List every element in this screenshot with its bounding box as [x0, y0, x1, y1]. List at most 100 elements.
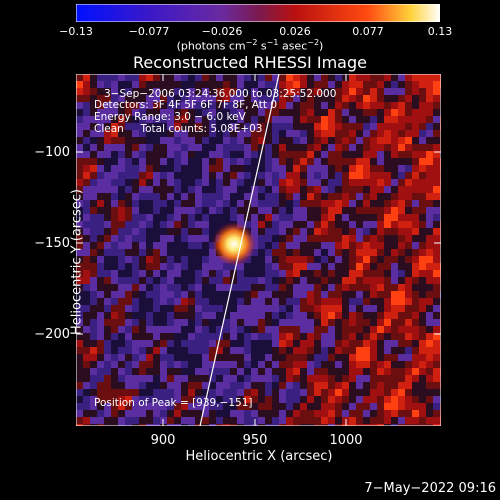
heatmap-cell: [167, 277, 174, 284]
heatmap-cell: [251, 102, 258, 109]
heatmap-cell: [342, 228, 349, 235]
heatmap-cell: [349, 256, 356, 263]
heatmap-cell: [244, 137, 251, 144]
heatmap-cell: [132, 347, 139, 354]
heatmap-cell: [370, 88, 377, 95]
heatmap-cell: [419, 284, 426, 291]
heatmap-cell: [342, 109, 349, 116]
heatmap-cell: [76, 109, 83, 116]
heatmap-cell: [293, 368, 300, 375]
heatmap-cell: [433, 158, 440, 165]
heatmap-cell: [370, 151, 377, 158]
heatmap-cell: [412, 382, 419, 389]
heatmap-cell: [244, 284, 251, 291]
heatmap-cell: [363, 235, 370, 242]
heatmap-cell: [342, 193, 349, 200]
heatmap-cell: [237, 368, 244, 375]
heatmap-cell: [342, 102, 349, 109]
footer-date: 7−May−2022 09:16: [364, 481, 496, 496]
heatmap-cell: [342, 130, 349, 137]
heatmap-cell: [153, 228, 160, 235]
heatmap-cell: [230, 291, 237, 298]
heatmap-cell: [405, 158, 412, 165]
heatmap-cell: [146, 270, 153, 277]
heatmap-cell: [153, 340, 160, 347]
heatmap-cell: [244, 130, 251, 137]
heatmap-cell: [265, 221, 272, 228]
heatmap-cell: [314, 312, 321, 319]
heatmap-cell: [307, 361, 314, 368]
heatmap-cell: [328, 151, 335, 158]
heatmap-cell: [405, 144, 412, 151]
heatmap-cell: [139, 368, 146, 375]
heatmap-cell: [279, 200, 286, 207]
heatmap-cell: [377, 417, 384, 424]
heatmap-cell: [118, 382, 125, 389]
heatmap-cell: [419, 172, 426, 179]
heatmap-cell: [139, 116, 146, 123]
heatmap-cell: [391, 410, 398, 417]
heatmap-cell: [202, 424, 209, 426]
heatmap-cell: [356, 368, 363, 375]
heatmap-cell: [132, 102, 139, 109]
heatmap-cell: [307, 354, 314, 361]
heatmap-cell: [405, 123, 412, 130]
heatmap-cell: [237, 354, 244, 361]
heatmap-cell: [76, 354, 83, 361]
heatmap-cell: [195, 81, 202, 88]
heatmap-cell: [258, 284, 265, 291]
heatmap-cell: [195, 375, 202, 382]
heatmap-cell: [146, 109, 153, 116]
heatmap-cell: [146, 235, 153, 242]
heatmap-cell: [230, 368, 237, 375]
heatmap-cell: [202, 81, 209, 88]
heatmap-cell: [321, 270, 328, 277]
heatmap-cell: [188, 81, 195, 88]
heatmap-cell: [307, 368, 314, 375]
heatmap-cell: [195, 270, 202, 277]
heatmap-cell: [167, 333, 174, 340]
heatmap-cell: [76, 102, 83, 109]
heatmap-cell: [97, 249, 104, 256]
heatmap-cell: [342, 186, 349, 193]
heatmap-cell: [90, 256, 97, 263]
heatmap-cell: [391, 88, 398, 95]
heatmap-cell: [104, 228, 111, 235]
heatmap-cell: [398, 186, 405, 193]
heatmap-cell: [153, 200, 160, 207]
heatmap-cell: [433, 263, 440, 270]
heatmap-cell: [419, 102, 426, 109]
heatmap-cell: [300, 123, 307, 130]
heatmap-cell: [279, 263, 286, 270]
heatmap-cell: [293, 165, 300, 172]
heatmap-cell: [195, 214, 202, 221]
heatmap-cell: [349, 116, 356, 123]
heatmap-cell: [279, 193, 286, 200]
heatmap-cell: [111, 410, 118, 417]
heatmap-cell: [314, 88, 321, 95]
heatmap-cell: [279, 319, 286, 326]
heatmap-cell: [419, 410, 426, 417]
heatmap-cell: [307, 382, 314, 389]
heatmap-cell: [104, 137, 111, 144]
heatmap-cell: [349, 109, 356, 116]
heatmap-cell: [419, 256, 426, 263]
heatmap-cell: [433, 277, 440, 284]
heatmap-cell: [209, 221, 216, 228]
heatmap-cell: [76, 165, 83, 172]
heatmap-cell: [188, 347, 195, 354]
heatmap-cell: [300, 116, 307, 123]
heatmap-cell: [209, 263, 216, 270]
heatmap-cell: [181, 214, 188, 221]
heatmap-cell: [335, 172, 342, 179]
heatmap-cell: [279, 375, 286, 382]
heatmap-cell: [377, 193, 384, 200]
heatmap-cell: [363, 326, 370, 333]
heatmap-cell: [279, 403, 286, 410]
heatmap-cell: [104, 347, 111, 354]
heatmap-cell: [265, 354, 272, 361]
heatmap-cell: [111, 305, 118, 312]
heatmap-cell: [258, 319, 265, 326]
heatmap-cell: [328, 144, 335, 151]
heatmap-cell: [377, 179, 384, 186]
